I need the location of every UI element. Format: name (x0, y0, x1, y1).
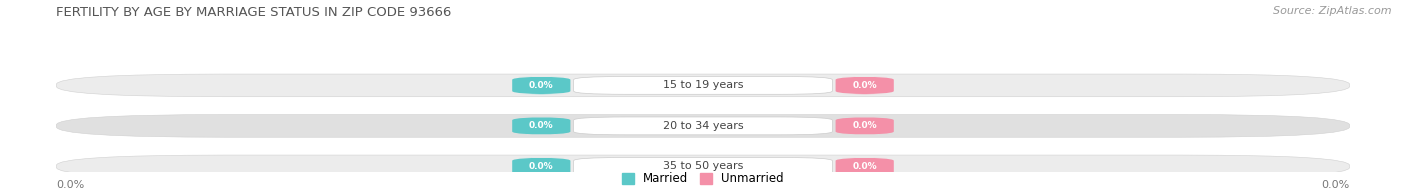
FancyBboxPatch shape (835, 76, 894, 94)
Text: 0.0%: 0.0% (852, 121, 877, 130)
FancyBboxPatch shape (574, 76, 832, 94)
Text: 0.0%: 0.0% (852, 81, 877, 90)
FancyBboxPatch shape (835, 158, 894, 175)
Text: 0.0%: 0.0% (529, 121, 554, 130)
Text: Source: ZipAtlas.com: Source: ZipAtlas.com (1274, 6, 1392, 16)
FancyBboxPatch shape (512, 158, 571, 175)
FancyBboxPatch shape (512, 117, 571, 135)
Text: 0.0%: 0.0% (1322, 180, 1350, 190)
Text: 0.0%: 0.0% (529, 81, 554, 90)
FancyBboxPatch shape (56, 114, 1350, 137)
Text: 0.0%: 0.0% (56, 180, 84, 190)
Text: 0.0%: 0.0% (529, 162, 554, 171)
FancyBboxPatch shape (56, 74, 1350, 97)
Text: 15 to 19 years: 15 to 19 years (662, 80, 744, 90)
Legend: Married, Unmarried: Married, Unmarried (617, 168, 789, 190)
FancyBboxPatch shape (574, 158, 832, 175)
FancyBboxPatch shape (56, 155, 1350, 178)
FancyBboxPatch shape (835, 117, 894, 135)
FancyBboxPatch shape (512, 76, 571, 94)
FancyBboxPatch shape (574, 117, 832, 135)
Text: 35 to 50 years: 35 to 50 years (662, 161, 744, 172)
Text: 0.0%: 0.0% (852, 162, 877, 171)
Text: 20 to 34 years: 20 to 34 years (662, 121, 744, 131)
Text: FERTILITY BY AGE BY MARRIAGE STATUS IN ZIP CODE 93666: FERTILITY BY AGE BY MARRIAGE STATUS IN Z… (56, 6, 451, 19)
